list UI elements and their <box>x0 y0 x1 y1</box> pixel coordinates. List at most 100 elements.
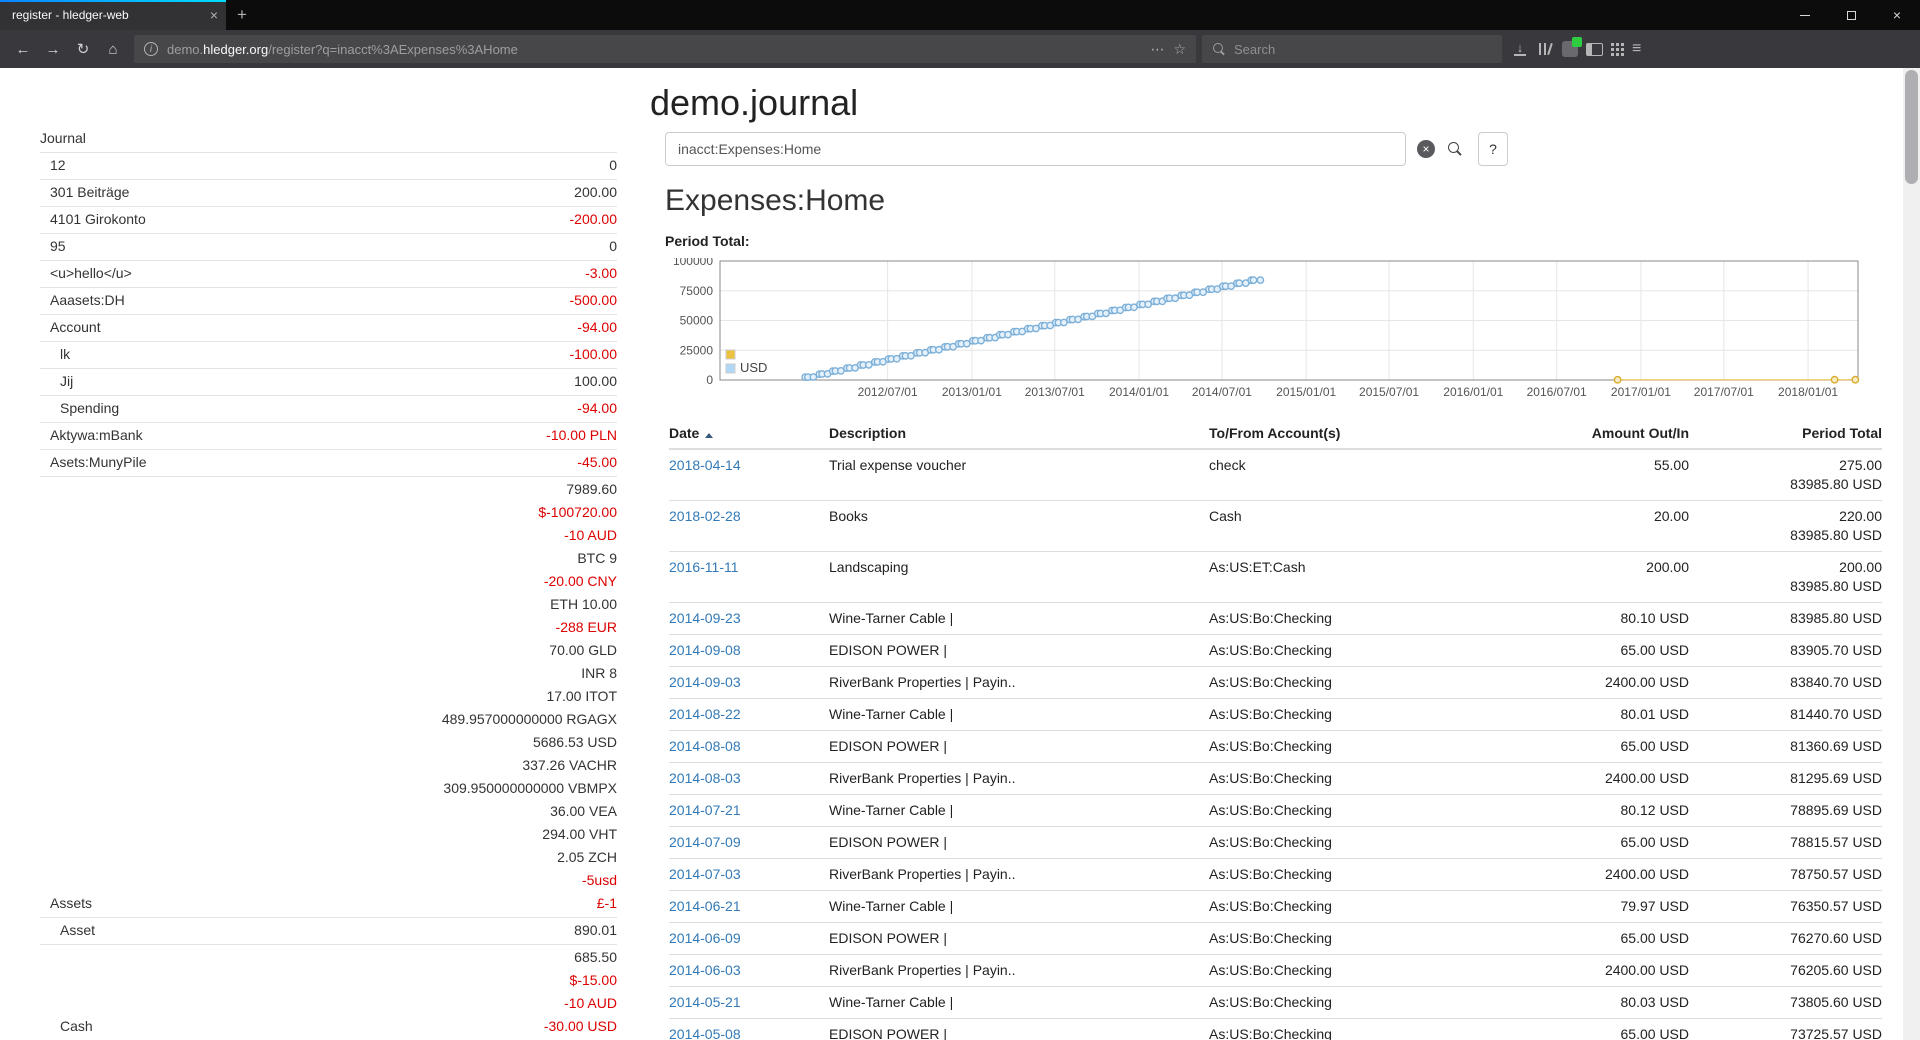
sidebar-account-balance: -3.00 <box>585 265 617 281</box>
sidebar-account-balance: -500.00 <box>569 292 617 308</box>
svg-text:2016/07/01: 2016/07/01 <box>1527 385 1587 399</box>
transaction-date-link[interactable]: 2014-07-21 <box>669 802 741 818</box>
window-close-button[interactable]: × <box>1892 7 1902 23</box>
sidebar-account-link[interactable]: 301 Beiträge <box>50 184 130 200</box>
chart-canvas[interactable]: 0 25000 50000 75000 100000 2012/07/01 2013/01/… <box>665 254 1870 410</box>
register-row: 2014-09-08 EDISON POWER | As:US:Bo:Checkin… <box>669 634 1882 667</box>
sidebar-account-link[interactable]: Aktywa:mBank <box>50 427 143 443</box>
page-content: demo.journal Journal 12 0 301 Beiträge 200.… <box>0 68 1903 1040</box>
transaction-description: Wine-Tarner Cable | <box>829 986 1209 1019</box>
site-info-icon[interactable]: i <box>144 42 158 56</box>
sidebar-account-link[interactable]: 95 <box>50 238 66 254</box>
transaction-description: Wine-Tarner Cable | <box>829 794 1209 827</box>
transaction-date-link[interactable]: 2014-07-09 <box>669 834 741 850</box>
forward-button[interactable]: → <box>45 40 61 58</box>
sidebar-account-link[interactable]: 12 <box>50 157 66 173</box>
transaction-description: RiverBank Properties | Payin.. <box>829 762 1209 795</box>
downloads-icon[interactable]: ↓ <box>1512 41 1528 56</box>
sidebar-account-row: Asset 890.01 <box>40 918 617 945</box>
sidebar-account-link[interactable]: 4101 Girokonto <box>50 211 146 227</box>
page-scrollbar[interactable] <box>1903 68 1920 1040</box>
reload-button[interactable]: ↻ <box>76 41 90 58</box>
transaction-date-cell: 2014-08-03 <box>669 762 829 795</box>
sidebar-account-link[interactable]: Jij <box>60 373 74 389</box>
account-heading: Expenses:Home <box>665 184 886 217</box>
extension-badge <box>1572 37 1582 47</box>
transaction-amount: 79.97 USD <box>1509 890 1689 923</box>
sidebar-account-row: <u>hello</u> -3.00 <box>40 261 617 288</box>
sidebar-toggle-icon[interactable] <box>1586 42 1603 56</box>
sidebar-account-balance: -200.00 <box>569 211 617 227</box>
search-submit-button[interactable] <box>1440 132 1470 166</box>
period-total-chart[interactable]: 0 25000 50000 75000 100000 2012/07/01 2013/01/… <box>665 254 1870 410</box>
sidebar-account-link[interactable]: Aaasets:DH <box>50 292 125 308</box>
transaction-account: As:US:Bo:Checking <box>1209 634 1509 667</box>
grid-icon[interactable] <box>1611 42 1624 56</box>
transaction-date-cell: 2014-09-08 <box>669 634 829 667</box>
sidebar-account-link[interactable]: Asets:MunyPile <box>50 454 147 470</box>
transaction-date-cell: 2014-07-03 <box>669 858 829 891</box>
sidebar-account-link[interactable]: Spending <box>60 400 120 416</box>
transaction-date-link[interactable]: 2014-07-03 <box>669 866 741 882</box>
library-icon[interactable] <box>1536 42 1554 56</box>
sidebar-account-link[interactable]: <u>hello</u> <box>50 265 132 281</box>
register-row: 2016-11-11 Landscaping As:US:ET:Cash 200.00… <box>669 551 1882 603</box>
svg-text:25000: 25000 <box>680 343 714 357</box>
back-button[interactable]: ← <box>15 40 31 58</box>
transaction-date-link[interactable]: 2014-06-09 <box>669 930 741 946</box>
extension-icon[interactable] <box>1562 37 1582 57</box>
browser-toolbar: ← → ↻ ⌂ i demo.hledger.org/register?q=in… <box>0 30 1920 68</box>
transaction-period-total: 81360.69 USD <box>1689 730 1882 763</box>
scrollbar-thumb[interactable] <box>1905 70 1918 184</box>
transaction-description: RiverBank Properties | Payin.. <box>829 858 1209 891</box>
journal-link[interactable]: Journal <box>40 130 86 146</box>
transaction-date-cell: 2014-06-09 <box>669 922 829 955</box>
sidebar-account-row: Cash 685.50 $-15.00 -10 AUD -30.00 USD <box>40 945 617 1040</box>
transaction-date-link[interactable]: 2014-05-08 <box>669 1026 741 1040</box>
register-row: 2014-07-03 RiverBank Properties | Payin..… <box>669 858 1882 891</box>
transaction-date-link[interactable]: 2014-08-08 <box>669 738 741 754</box>
transaction-date-link[interactable]: 2014-06-21 <box>669 898 741 914</box>
transaction-date-link[interactable]: 2016-11-11 <box>669 559 739 575</box>
column-header-date[interactable]: Date <box>669 418 829 450</box>
query-input[interactable] <box>665 132 1406 166</box>
transaction-account: As:US:Bo:Checking <box>1209 730 1509 763</box>
clear-query-button[interactable]: × <box>1412 132 1440 166</box>
transaction-amount: 65.00 USD <box>1509 826 1689 859</box>
transaction-date-link[interactable]: 2014-09-03 <box>669 674 741 690</box>
transaction-date-link[interactable]: 2014-08-03 <box>669 770 741 786</box>
transaction-date-link[interactable]: 2018-04-14 <box>669 457 741 473</box>
sidebar-account-link[interactable]: Cash <box>60 1018 93 1034</box>
transaction-date-link[interactable]: 2018-02-28 <box>669 508 741 524</box>
tab-close-icon[interactable]: × <box>209 7 218 23</box>
svg-text:0: 0 <box>706 373 713 387</box>
transaction-period-total: 275.00 83985.80 USD <box>1689 449 1882 501</box>
home-button[interactable]: ⌂ <box>108 40 118 58</box>
new-tab-button[interactable]: + <box>237 5 247 24</box>
register-row: 2014-09-23 Wine-Tarner Cable | As:US:Bo:Ch… <box>669 602 1882 635</box>
transaction-date-link[interactable]: 2014-06-03 <box>669 962 741 978</box>
transaction-date-link[interactable]: 2014-05-21 <box>669 994 741 1010</box>
sidebar-account-link[interactable]: Account <box>50 319 101 335</box>
sidebar-account-link[interactable]: Assets <box>50 895 93 911</box>
transaction-date-link[interactable]: 2014-09-23 <box>669 610 741 626</box>
search-help-button[interactable]: ? <box>1478 132 1508 166</box>
transaction-description: RiverBank Properties | Payin.. <box>829 954 1209 987</box>
page-actions-icon[interactable]: ⋯ <box>1150 40 1165 57</box>
transaction-date-link[interactable]: 2014-08-22 <box>669 706 741 722</box>
menu-icon[interactable]: ≡ <box>1632 40 1642 57</box>
browser-tab[interactable]: register - hledger-web × <box>0 0 226 30</box>
transaction-amount: 2400.00 USD <box>1509 954 1689 987</box>
url-bar[interactable]: i demo.hledger.org/register?q=inacct%3AE… <box>134 35 1196 63</box>
transaction-amount: 55.00 <box>1509 449 1689 501</box>
window-titlebar: register - hledger-web × + × <box>0 0 1920 30</box>
browser-search-bar[interactable]: Search <box>1202 35 1502 63</box>
sidebar-account-link[interactable]: lk <box>60 346 71 362</box>
bookmark-star-icon[interactable]: ☆ <box>1173 40 1186 57</box>
search-submit-icon <box>1447 141 1463 157</box>
transaction-date-link[interactable]: 2014-09-08 <box>669 642 741 658</box>
svg-text:2017/01/01: 2017/01/01 <box>1611 385 1671 399</box>
window-minimize-button[interactable] <box>1782 0 1828 30</box>
sidebar-account-link[interactable]: Asset <box>60 922 96 938</box>
window-maximize-button[interactable] <box>1828 0 1874 30</box>
